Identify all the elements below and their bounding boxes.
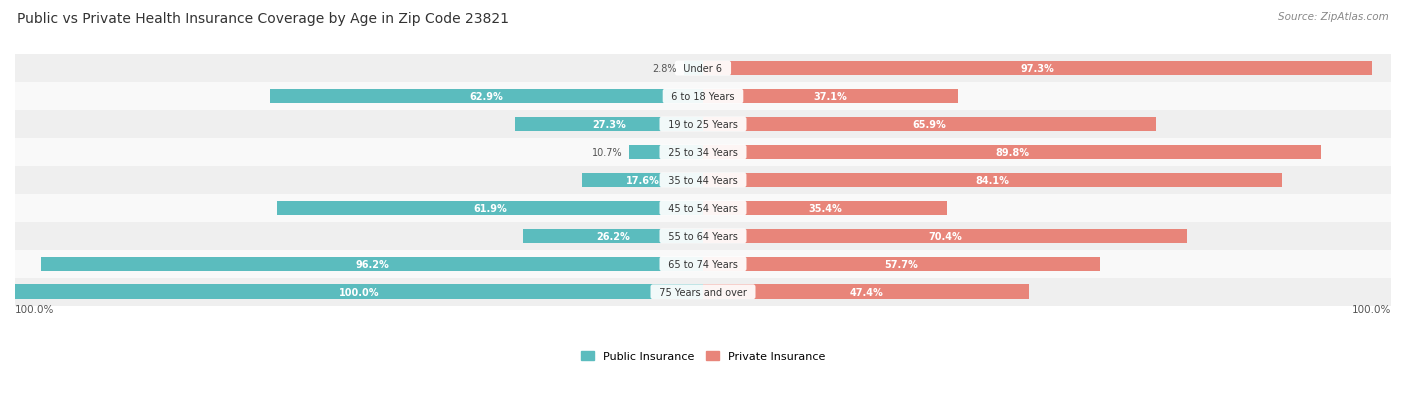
Bar <box>523 229 703 244</box>
Text: 26.2%: 26.2% <box>596 231 630 241</box>
Bar <box>15 166 1391 195</box>
Bar <box>703 62 1372 76</box>
Bar <box>15 278 1391 306</box>
Bar <box>41 257 703 271</box>
Text: 61.9%: 61.9% <box>474 203 508 214</box>
Legend: Public Insurance, Private Insurance: Public Insurance, Private Insurance <box>576 347 830 366</box>
Bar <box>15 83 1391 111</box>
Text: 100.0%: 100.0% <box>339 287 380 297</box>
Text: 37.1%: 37.1% <box>814 92 848 102</box>
Text: 35.4%: 35.4% <box>808 203 842 214</box>
Bar <box>15 222 1391 250</box>
Text: 62.9%: 62.9% <box>470 92 503 102</box>
Text: 55 to 64 Years: 55 to 64 Years <box>662 231 744 241</box>
Bar <box>703 257 1099 271</box>
Bar <box>703 117 1156 132</box>
Bar <box>15 250 1391 278</box>
Bar <box>15 285 703 299</box>
Bar <box>630 145 703 160</box>
Text: 19 to 25 Years: 19 to 25 Years <box>662 120 744 130</box>
Bar <box>703 201 946 216</box>
Text: 6 to 18 Years: 6 to 18 Years <box>665 92 741 102</box>
Text: 65.9%: 65.9% <box>912 120 946 130</box>
Text: 10.7%: 10.7% <box>592 147 623 158</box>
Text: 47.4%: 47.4% <box>849 287 883 297</box>
Text: 100.0%: 100.0% <box>15 304 55 314</box>
Bar <box>582 173 703 188</box>
Text: 97.3%: 97.3% <box>1021 64 1054 74</box>
Bar <box>15 111 1391 139</box>
Text: Source: ZipAtlas.com: Source: ZipAtlas.com <box>1278 12 1389 22</box>
Text: 45 to 54 Years: 45 to 54 Years <box>662 203 744 214</box>
Text: 84.1%: 84.1% <box>976 176 1010 185</box>
Text: 35 to 44 Years: 35 to 44 Years <box>662 176 744 185</box>
Bar <box>703 145 1320 160</box>
Bar <box>15 139 1391 166</box>
Bar <box>270 90 703 104</box>
Bar <box>277 201 703 216</box>
Text: 75 Years and over: 75 Years and over <box>652 287 754 297</box>
Bar <box>703 173 1282 188</box>
Text: 27.3%: 27.3% <box>592 120 626 130</box>
Bar <box>15 55 1391 83</box>
Text: 89.8%: 89.8% <box>995 147 1029 158</box>
Bar <box>515 117 703 132</box>
Bar <box>703 229 1187 244</box>
Bar <box>703 285 1029 299</box>
Bar <box>703 90 959 104</box>
Text: 17.6%: 17.6% <box>626 176 659 185</box>
Bar <box>683 62 703 76</box>
Text: Public vs Private Health Insurance Coverage by Age in Zip Code 23821: Public vs Private Health Insurance Cover… <box>17 12 509 26</box>
Text: 57.7%: 57.7% <box>884 259 918 269</box>
Text: 70.4%: 70.4% <box>928 231 962 241</box>
Text: 100.0%: 100.0% <box>1351 304 1391 314</box>
Text: Under 6: Under 6 <box>678 64 728 74</box>
Text: 65 to 74 Years: 65 to 74 Years <box>662 259 744 269</box>
Text: 96.2%: 96.2% <box>356 259 389 269</box>
Text: 25 to 34 Years: 25 to 34 Years <box>662 147 744 158</box>
Bar <box>15 195 1391 222</box>
Text: 2.8%: 2.8% <box>652 64 676 74</box>
